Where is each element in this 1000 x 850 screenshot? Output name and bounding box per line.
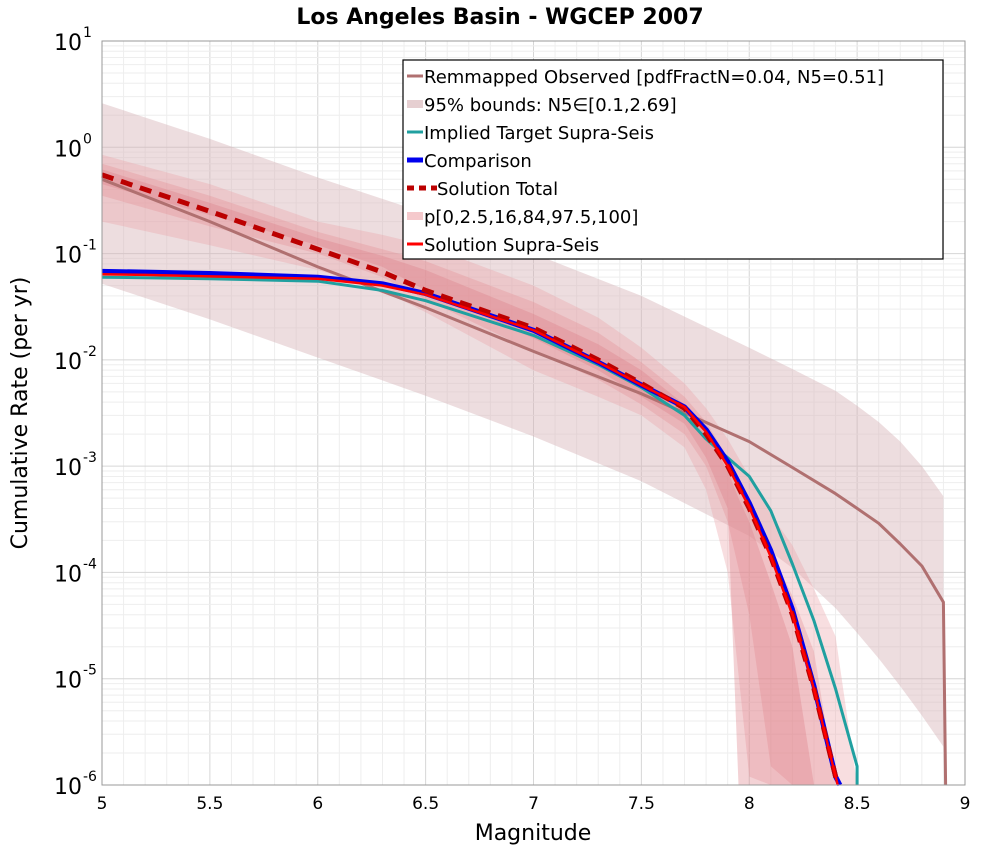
y-tick-base: 10 xyxy=(54,137,82,162)
y-tick-label: 10 1 xyxy=(54,25,92,56)
y-tick-base: 10 xyxy=(54,244,82,269)
legend-label: p[0,2.5,16,84,97.5,100] xyxy=(424,207,638,228)
grid xyxy=(101,41,966,786)
x-tick-label: 7 xyxy=(528,794,539,814)
y-tick-exponent: -2 xyxy=(83,344,97,360)
y-tick-base: 10 xyxy=(54,350,82,375)
legend-label: Remmapped Observed [pdfFractN=0.04, N5=0… xyxy=(424,67,884,88)
y-tick-label: 10 0 xyxy=(54,131,92,162)
x-tick-label: 5.5 xyxy=(196,794,223,814)
band-2 xyxy=(102,154,858,786)
y-tick-exponent: -6 xyxy=(83,769,97,785)
y-tick-base: 10 xyxy=(54,669,82,694)
legend-label: Implied Target Supra-Seis xyxy=(424,123,654,144)
y-tick-exponent: -5 xyxy=(83,663,97,679)
legend-box xyxy=(402,59,944,260)
x-tick-label: 6 xyxy=(312,794,323,814)
x-axis-ticks: 5 5.5 6 6.5 7 7.5 8 8.5 9 xyxy=(97,794,971,814)
y-tick-base: 10 xyxy=(54,31,82,56)
x-tick-label: 8.5 xyxy=(844,794,871,814)
legend-label: 95% bounds: N5∈[0.1,2.69] xyxy=(424,95,677,116)
legend-label: Solution Total xyxy=(437,179,558,200)
y-tick-base: 10 xyxy=(54,775,82,800)
y-tick-label: 10 -5 xyxy=(54,663,97,694)
y-tick-exponent: 0 xyxy=(83,131,92,147)
band-3 xyxy=(102,163,836,785)
y-axis-label: Cumulative Rate (per yr) xyxy=(8,277,33,550)
series-line-3 xyxy=(101,275,859,785)
chart-title: Los Angeles Basin - WGCEP 2007 xyxy=(296,5,703,30)
y-tick-exponent: -3 xyxy=(83,450,97,466)
x-tick-label: 6.5 xyxy=(412,794,439,814)
y-tick-label: 10 -1 xyxy=(54,238,97,269)
band-4 xyxy=(102,169,814,785)
x-tick-label: 7.5 xyxy=(628,794,655,814)
series-lines xyxy=(101,172,948,787)
y-tick-base: 10 xyxy=(54,562,82,587)
y-tick-label: 10 -6 xyxy=(54,769,97,800)
y-tick-label: 10 -2 xyxy=(54,344,97,375)
plot-frame xyxy=(101,40,966,786)
x-tick-label: 9 xyxy=(960,794,971,814)
y-tick-exponent: 1 xyxy=(83,25,92,41)
y-tick-exponent: -1 xyxy=(83,238,97,254)
legend-label: Solution Supra-Seis xyxy=(424,235,599,256)
y-tick-label: 10 -3 xyxy=(54,450,97,481)
series-line-7 xyxy=(101,272,839,786)
x-tick-label: 8 xyxy=(744,794,755,814)
legend: Remmapped Observed [pdfFractN=0.04, N5=0… xyxy=(402,59,944,260)
x-tick-label: 5 xyxy=(97,794,108,814)
y-tick-label: 10 -4 xyxy=(54,556,97,587)
legend-label: Comparison xyxy=(424,151,532,172)
y-tick-base: 10 xyxy=(54,456,82,481)
x-axis-label: Magnitude xyxy=(475,821,592,846)
y-tick-exponent: -4 xyxy=(83,556,97,572)
